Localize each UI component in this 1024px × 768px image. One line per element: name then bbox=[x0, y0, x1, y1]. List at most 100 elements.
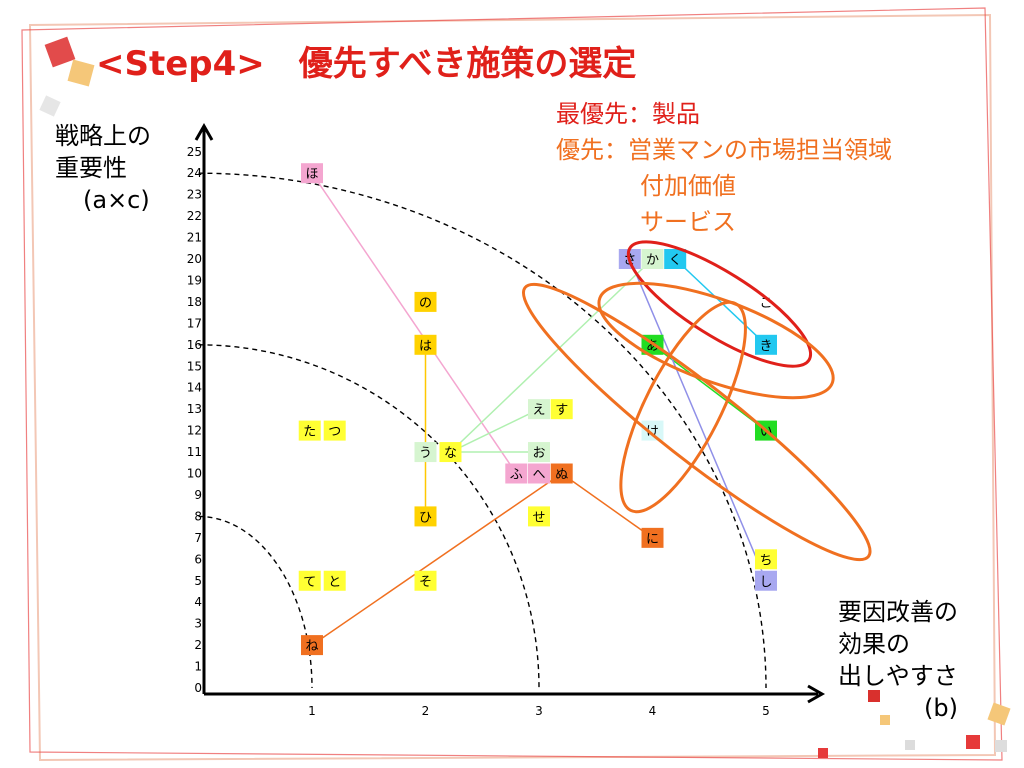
data-point bbox=[439, 442, 462, 463]
top-priority-ellipse bbox=[626, 240, 813, 368]
connection-line bbox=[629, 258, 767, 582]
data-point bbox=[298, 570, 321, 591]
x-tick-label: 2 bbox=[422, 704, 430, 718]
y-tick-label: 17 bbox=[187, 316, 202, 330]
connection-line bbox=[674, 258, 767, 346]
y-axis-label-line2: 重要性 bbox=[55, 154, 127, 182]
data-point-label: ひ bbox=[419, 510, 432, 525]
data-point bbox=[414, 334, 437, 355]
y-axis-label-line1: 戦略上の bbox=[55, 122, 151, 150]
data-point bbox=[528, 463, 550, 484]
x-axis-unit: (b) bbox=[924, 694, 958, 722]
data-point-label: つ bbox=[328, 425, 341, 440]
data-point bbox=[755, 334, 777, 355]
y-tick-label: 25 bbox=[187, 145, 202, 159]
data-point-label: う bbox=[419, 446, 432, 461]
data-point bbox=[528, 442, 550, 463]
data-point bbox=[414, 291, 437, 312]
data-point-label: た bbox=[303, 425, 316, 440]
y-tick-label: 6 bbox=[194, 552, 202, 566]
y-tick-label: 15 bbox=[187, 359, 202, 373]
yellow-square-icon bbox=[880, 715, 890, 725]
red-square-icon bbox=[868, 690, 880, 702]
connection-line bbox=[561, 472, 653, 539]
y-tick-label: 19 bbox=[187, 273, 202, 287]
y-axis-label: 戦略上の 重要性 (a×c) bbox=[55, 120, 151, 216]
data-point bbox=[755, 570, 777, 591]
y-tick-label: 4 bbox=[194, 595, 202, 609]
red-square-icon bbox=[818, 748, 828, 758]
data-point bbox=[641, 249, 664, 269]
dashed-arc-3 bbox=[198, 172, 767, 689]
data-point-label: は bbox=[419, 339, 432, 354]
x-tick-label: 1 bbox=[308, 704, 316, 718]
frame-outline bbox=[28, 13, 997, 762]
y-tick-label: 7 bbox=[194, 531, 202, 545]
y-tick-label: 11 bbox=[187, 445, 202, 459]
data-point-label: な bbox=[444, 446, 457, 461]
page-title: <Step4> 優先すべき施策の選定 bbox=[96, 44, 637, 84]
y-axis-unit: (a×c) bbox=[83, 186, 150, 214]
y-tick-label: 20 bbox=[187, 252, 202, 266]
data-point-label: く bbox=[669, 253, 682, 268]
priority-ellipse bbox=[521, 282, 872, 562]
data-point bbox=[641, 420, 664, 441]
frame-outline-red bbox=[21, 7, 1003, 761]
y-tick-label: 10 bbox=[187, 467, 202, 481]
data-point-label: て bbox=[303, 575, 316, 590]
data-point-label: そ bbox=[419, 575, 432, 590]
yellow-square-icon bbox=[987, 702, 1011, 726]
x-axis-label: 要因改善の 効果の 出しやすさ (b) bbox=[838, 596, 958, 724]
y-tick-label: 24 bbox=[187, 166, 202, 180]
y-tick-label: 12 bbox=[187, 424, 202, 438]
y-tick-label: 1 bbox=[194, 660, 202, 674]
data-point-label: せ bbox=[532, 510, 545, 525]
connection-line bbox=[449, 258, 654, 453]
data-point-label: お bbox=[532, 446, 545, 461]
data-point-label: ね bbox=[305, 639, 318, 654]
legend-top-priority: 最優先：製品 bbox=[556, 100, 700, 128]
legend-priority-line2: 付加価値 bbox=[640, 172, 736, 200]
y-tick-label: 23 bbox=[187, 188, 202, 202]
gray-square-icon bbox=[39, 95, 61, 117]
gray-square-icon bbox=[995, 740, 1007, 752]
red-square-icon bbox=[44, 36, 76, 68]
data-point-label: か bbox=[646, 253, 659, 268]
x-tick-label: 4 bbox=[649, 704, 657, 718]
gray-square-icon bbox=[905, 740, 915, 750]
y-tick-label: 5 bbox=[194, 574, 202, 588]
data-point bbox=[664, 249, 687, 269]
y-axis-arrow-icon bbox=[194, 122, 214, 141]
data-point-label: ふ bbox=[510, 468, 523, 483]
data-point bbox=[414, 442, 437, 463]
y-tick-label: 22 bbox=[187, 209, 202, 223]
x-tick-label: 3 bbox=[535, 704, 543, 718]
dashed-arc-1 bbox=[198, 515, 313, 689]
data-point bbox=[755, 549, 777, 570]
y-tick-label: 16 bbox=[187, 338, 202, 352]
data-point-label: ほ bbox=[305, 167, 318, 182]
y-tick-label: 13 bbox=[187, 402, 202, 416]
data-point bbox=[550, 399, 573, 420]
data-point bbox=[528, 506, 550, 527]
x-tick-label: 5 bbox=[762, 704, 770, 718]
data-point-label: に bbox=[646, 532, 659, 547]
y-tick-label: 0 bbox=[194, 681, 202, 695]
x-axis-label-line1: 要因改善の bbox=[838, 598, 958, 626]
data-point bbox=[641, 527, 664, 548]
data-point bbox=[505, 463, 528, 484]
x-axis-arrow-icon bbox=[807, 684, 826, 704]
y-tick-label: 14 bbox=[187, 381, 202, 395]
data-point bbox=[414, 570, 437, 591]
red-square-icon bbox=[966, 735, 980, 749]
legend-priority-line1: 優先：営業マンの市場担当領域 bbox=[556, 136, 892, 164]
connection-line bbox=[311, 172, 517, 474]
priority-ellipse bbox=[619, 300, 747, 514]
data-point bbox=[323, 420, 346, 441]
data-point-label: す bbox=[555, 403, 568, 418]
y-tick-label: 9 bbox=[194, 488, 202, 502]
data-point-label: と bbox=[328, 575, 341, 590]
data-point-label: ぬ bbox=[555, 468, 568, 483]
data-point bbox=[414, 506, 437, 527]
